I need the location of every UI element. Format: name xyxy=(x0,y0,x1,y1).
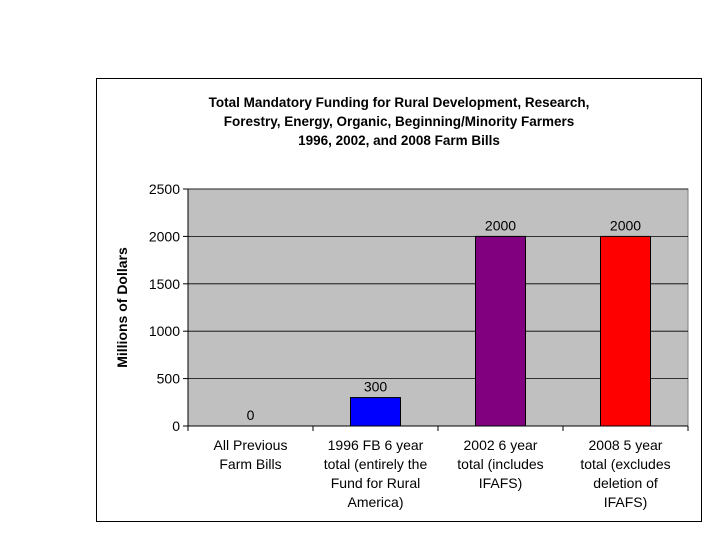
x-tick-label-3-2: deletion of xyxy=(593,475,658,491)
x-tick-label-0-1: Farm Bills xyxy=(219,456,281,472)
data-label-3: 2000 xyxy=(610,217,641,233)
chart-canvas: 0 500 1000 1500 2000 2500 0 All Previous Farm Bi… xyxy=(114,181,689,510)
bar-3 xyxy=(600,235,651,427)
x-tick-label-0-0: All Previous xyxy=(214,437,288,453)
bar-2 xyxy=(475,235,526,427)
x-tick-label-3-3: IFAFS) xyxy=(604,494,648,510)
chart-title: Total Mandatory Funding for Rural Develo… xyxy=(97,93,701,150)
x-tick-label-1-0: 1996 FB 6 year xyxy=(328,437,424,453)
x-tick-label-2-0: 2002 6 year xyxy=(464,437,538,453)
chart-title-line-1: Total Mandatory Funding for Rural Develo… xyxy=(208,95,590,110)
y-axis-label: Millions of Dollars xyxy=(114,247,130,368)
x-tick-label-1-3: America) xyxy=(347,494,403,510)
y-tick-label-0: 0 xyxy=(172,418,180,434)
data-label-0: 0 xyxy=(247,407,255,423)
chart-frame: Total Mandatory Funding for Rural Develo… xyxy=(96,78,702,522)
y-tick-label-2: 1000 xyxy=(149,323,180,339)
x-tick-label-2-2: IFAFS) xyxy=(479,475,523,491)
y-tick-label-4: 2000 xyxy=(149,228,180,244)
data-label-2: 2000 xyxy=(485,217,516,233)
y-tick-label-5: 2500 xyxy=(149,181,180,197)
y-tick-label-3: 1500 xyxy=(149,276,180,292)
x-tick-label-1-2: Fund for Rural xyxy=(331,475,420,491)
y-tick-label-1: 500 xyxy=(157,371,181,387)
x-tick-label-1-1: total (entirely the xyxy=(324,456,428,472)
chart-title-line-3: 1996, 2002, and 2008 Farm Bills xyxy=(298,133,500,148)
data-label-1: 300 xyxy=(364,379,388,395)
x-tick-label-3-0: 2008 5 year xyxy=(589,437,663,453)
x-tick-label-2-1: total (includes xyxy=(457,456,543,472)
bar-1 xyxy=(350,397,401,427)
x-tick-label-3-1: total (excludes xyxy=(580,456,670,472)
chart-title-line-2: Forestry, Energy, Organic, Beginning/Min… xyxy=(223,114,575,129)
